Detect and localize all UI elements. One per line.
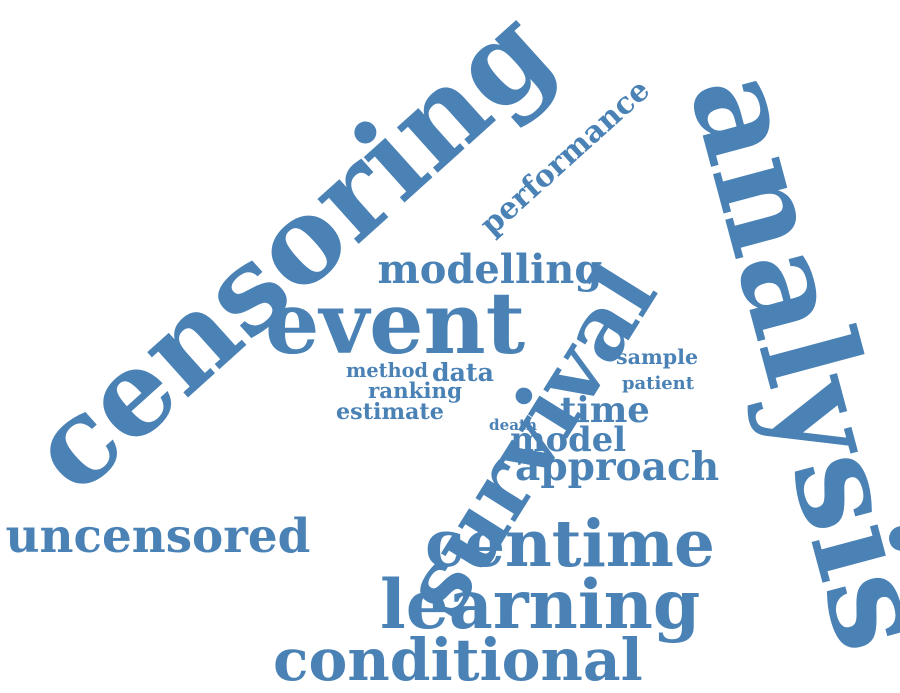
word-sample: sample: [616, 344, 699, 369]
word-uncensored: uncensored: [5, 508, 311, 564]
word-event: event: [265, 274, 526, 374]
word-centime: centime: [425, 507, 715, 582]
word-modelling: modelling: [377, 246, 603, 293]
word-approach: approach: [515, 443, 720, 490]
word-estimate: estimate: [336, 399, 444, 425]
word-method: method: [346, 358, 428, 382]
word-time: time: [560, 389, 650, 431]
word-ranking: ranking: [368, 378, 463, 404]
word-learning: learning: [380, 564, 701, 644]
word-model: model: [510, 419, 627, 459]
word-death: death: [489, 415, 537, 434]
word-data: data: [432, 356, 494, 387]
word-conditional: conditional: [273, 625, 643, 693]
word-patient: patient: [622, 373, 695, 394]
